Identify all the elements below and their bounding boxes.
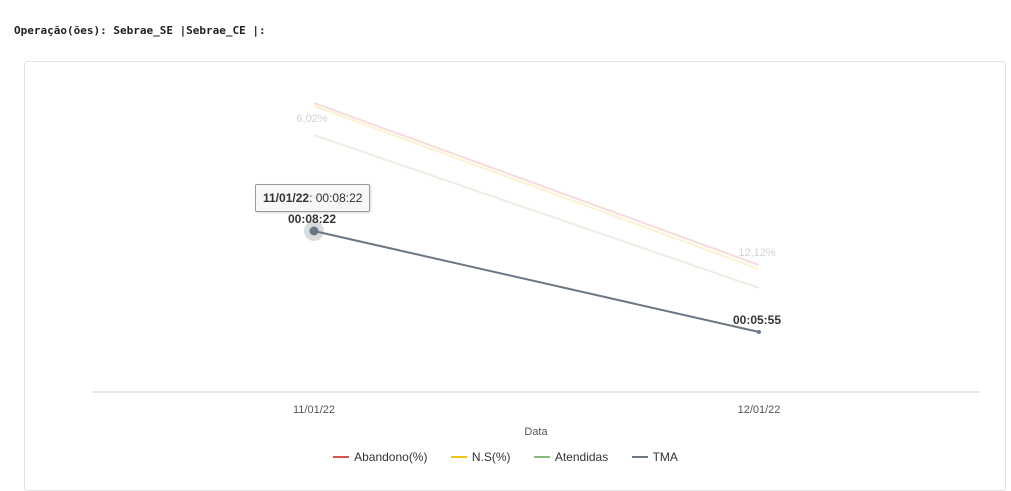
tooltip-separator: : xyxy=(309,191,316,205)
x-tick-label: 11/01/22 xyxy=(293,404,335,416)
x-tick-label: 12/01/22 xyxy=(738,404,781,416)
legend-item-atendidas[interactable]: Atendidas xyxy=(533,450,609,464)
tooltip-value: 00:08:22 xyxy=(315,191,363,205)
series-line-abandono xyxy=(313,102,760,266)
data-point-tma xyxy=(757,330,761,334)
legend-swatch-abandono xyxy=(333,456,350,458)
series-line-atendidas xyxy=(313,134,760,289)
x-axis-title: Data xyxy=(524,426,548,438)
tooltip-date: 11/01/22 xyxy=(263,191,310,205)
legend-label: N.S(%) xyxy=(471,450,511,464)
data-label-tma: 00:05:55 xyxy=(733,313,781,327)
legend-swatch-ns xyxy=(450,456,467,458)
chart-tooltip: 11/01/22: 00:08:22 xyxy=(255,184,371,212)
data-label-atendidas: 6,02% xyxy=(296,113,327,125)
data-point-tma xyxy=(309,226,319,236)
legend-label: TMA xyxy=(652,450,678,464)
series-line-ns xyxy=(313,105,760,270)
line-chart: 6,02% 12,12% 00:08:22 00:05:55 11/01/22 12/… xyxy=(92,102,980,438)
legend-item-ns[interactable]: N.S(%) xyxy=(450,450,511,464)
operations-header: Operação(ões): Sebrae_SE |Sebrae_CE |: xyxy=(14,24,266,37)
chart-legend: Abandono(%) N.S(%) Atendidas TMA xyxy=(0,447,1011,464)
data-label-tma: 00:08:22 xyxy=(288,212,336,226)
series-line-tma xyxy=(313,230,760,333)
legend-label: Abandono(%) xyxy=(354,450,428,464)
legend-item-abandono[interactable]: Abandono(%) xyxy=(333,450,427,464)
legend-swatch-tma xyxy=(631,456,648,458)
legend-label: Atendidas xyxy=(554,450,609,464)
legend-item-tma[interactable]: TMA xyxy=(631,450,678,464)
data-label-atendidas: 12,12% xyxy=(738,247,776,259)
legend-swatch-atendidas xyxy=(533,456,550,458)
series-layer: 6,02% 12,12% 00:08:22 00:05:55 xyxy=(288,102,781,334)
